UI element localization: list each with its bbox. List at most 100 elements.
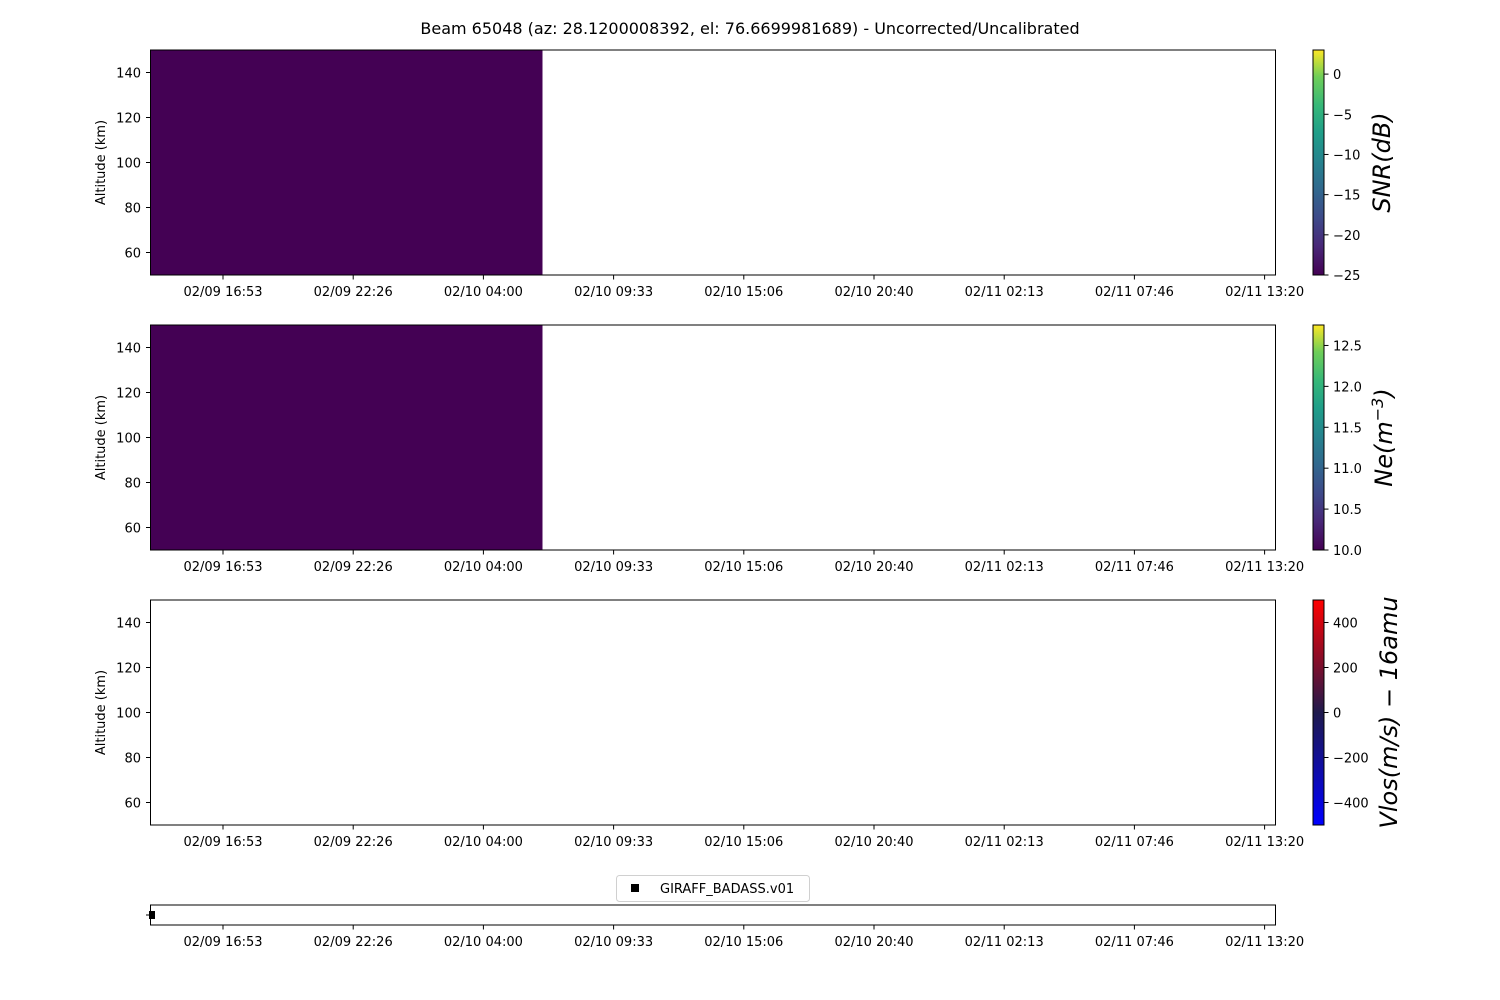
x-tick-label: 02/09 22:26 xyxy=(314,560,393,575)
panel-timeline: 02/09 16:53 02/09 22:26 02/10 04:00 02/10 0… xyxy=(146,875,1304,950)
colorbar-tick-label: 11.5 xyxy=(1333,421,1362,436)
snr-data-fill xyxy=(150,50,543,275)
x-tick-label: 02/10 15:06 xyxy=(704,935,783,950)
ne-colorbar-ticks: 12.5 12.0 11.5 11.0 10.5 10.0 xyxy=(1324,339,1362,559)
y-tick-label: 120 xyxy=(116,387,141,402)
x-tick-label: 02/11 13:20 xyxy=(1225,560,1304,575)
x-tick-label: 02/10 20:40 xyxy=(834,935,913,950)
x-tick-label: 02/09 16:53 xyxy=(183,835,262,850)
x-tick-label: 02/10 15:06 xyxy=(704,835,783,850)
x-tick-label: 02/10 09:33 xyxy=(574,935,653,950)
y-tick-label: 100 xyxy=(116,157,141,172)
x-tick-label: 02/10 09:33 xyxy=(574,835,653,850)
y-tick-label: 120 xyxy=(116,112,141,127)
y-tick-label: 140 xyxy=(116,617,141,632)
vlos-ylabel: Altitude (km) xyxy=(94,670,109,755)
panel-vlos: 60 80 100 120 140 02/09 16:53 02/09 22:26 02/1… xyxy=(94,596,1403,850)
x-tick-label: 02/11 02:13 xyxy=(965,835,1044,850)
x-tick-label: 02/11 02:13 xyxy=(965,935,1044,950)
x-tick-label: 02/10 04:00 xyxy=(444,285,523,300)
ne-xaxis: 02/09 16:53 02/09 22:26 02/10 04:00 02/10 0… xyxy=(183,550,1304,575)
y-tick-label: 80 xyxy=(124,477,141,492)
ne-ylabel: Altitude (km) xyxy=(94,395,109,480)
x-tick-label: 02/11 13:20 xyxy=(1225,285,1304,300)
colorbar-tick-label: 10.5 xyxy=(1333,503,1362,518)
snr-colorbar-ticks: 0 −5 −10 −15 −20 −25 xyxy=(1324,68,1360,284)
vlos-colorbar xyxy=(1312,599,1325,826)
vlos-yaxis: 60 80 100 120 140 xyxy=(116,617,151,812)
x-tick-label: 02/11 07:46 xyxy=(1095,835,1174,850)
snr-colorbar xyxy=(1312,49,1325,276)
vlos-colorbar-label: Vlos(m/s) − 16amu xyxy=(1375,596,1403,828)
x-tick-label: 02/10 20:40 xyxy=(834,835,913,850)
x-tick-label: 02/10 15:06 xyxy=(704,560,783,575)
colorbar-tick-label: −5 xyxy=(1333,108,1352,123)
colorbar-tick-label: −15 xyxy=(1333,189,1360,204)
colorbar-tick-label: 200 xyxy=(1333,662,1358,677)
x-tick-label: 02/10 15:06 xyxy=(704,285,783,300)
panel-snr: 60 80 100 120 140 02/09 16:53 02/09 22:26 02/1… xyxy=(94,49,1396,300)
colorbar-tick-label: −10 xyxy=(1333,148,1360,163)
y-tick-label: 80 xyxy=(124,752,141,767)
snr-colorbar-label: SNR(dB) xyxy=(1368,112,1396,212)
y-tick-label: 140 xyxy=(116,67,141,82)
colorbar-tick-label: −20 xyxy=(1333,229,1360,244)
y-tick-label: 80 xyxy=(124,202,141,217)
x-tick-label: 02/09 16:53 xyxy=(183,285,262,300)
vlos-xaxis: 02/09 16:53 02/09 22:26 02/10 04:00 02/10 0… xyxy=(183,825,1304,850)
colorbar-tick-label: 11.0 xyxy=(1333,462,1362,477)
y-tick-label: 100 xyxy=(116,432,141,447)
legend-label: GIRAFF_BADASS.v01 xyxy=(660,882,794,897)
y-tick-label: 120 xyxy=(116,662,141,677)
panel-ne: 60 80 100 120 140 02/09 16:53 02/09 22:26 02/1… xyxy=(94,324,1398,575)
ne-colorbar xyxy=(1312,324,1325,551)
x-tick-label: 02/11 13:20 xyxy=(1225,835,1304,850)
timeline-xaxis: 02/09 16:53 02/09 22:26 02/10 04:00 02/10 0… xyxy=(183,925,1304,950)
y-tick-label: 60 xyxy=(124,797,141,812)
x-tick-label: 02/09 16:53 xyxy=(183,935,262,950)
snr-xaxis: 02/09 16:53 02/09 22:26 02/10 04:00 02/10 0… xyxy=(183,275,1304,300)
colorbar-tick-label: 0 xyxy=(1333,707,1341,722)
x-tick-label: 02/10 04:00 xyxy=(444,560,523,575)
x-tick-label: 02/10 20:40 xyxy=(834,285,913,300)
x-tick-label: 02/11 02:13 xyxy=(965,285,1044,300)
x-tick-label: 02/11 13:20 xyxy=(1225,935,1304,950)
vlos-colorbar-ticks: 400 200 0 −200 −400 xyxy=(1324,617,1369,812)
x-tick-label: 02/10 04:00 xyxy=(444,835,523,850)
x-tick-label: 02/10 09:33 xyxy=(574,285,653,300)
y-tick-label: 100 xyxy=(116,707,141,722)
snr-ylabel: Altitude (km) xyxy=(94,120,109,205)
ne-colorbar-label: Ne(m−3) xyxy=(1368,388,1398,486)
timeline-point xyxy=(149,911,155,919)
x-tick-label: 02/11 02:13 xyxy=(965,560,1044,575)
timeline-plot-frame xyxy=(150,904,1276,926)
colorbar-tick-label: 400 xyxy=(1333,617,1358,632)
x-tick-label: 02/11 07:46 xyxy=(1095,560,1174,575)
x-tick-label: 02/09 22:26 xyxy=(314,835,393,850)
snr-yaxis: 60 80 100 120 140 xyxy=(116,67,151,262)
x-tick-label: 02/11 07:46 xyxy=(1095,935,1174,950)
colorbar-tick-label: 10.0 xyxy=(1333,544,1362,559)
colorbar-tick-label: 0 xyxy=(1333,68,1341,83)
legend: GIRAFF_BADASS.v01 xyxy=(616,875,810,902)
ne-yaxis: 60 80 100 120 140 xyxy=(116,342,151,537)
y-tick-label: 60 xyxy=(124,522,141,537)
figure-title: Beam 65048 (az: 28.1200008392, el: 76.66… xyxy=(420,19,1079,38)
x-tick-label: 02/10 04:00 xyxy=(444,935,523,950)
legend-marker xyxy=(631,884,639,892)
colorbar-tick-label: 12.0 xyxy=(1333,380,1362,395)
x-tick-label: 02/10 09:33 xyxy=(574,560,653,575)
y-tick-label: 60 xyxy=(124,247,141,262)
colorbar-tick-label: −25 xyxy=(1333,269,1360,284)
x-tick-label: 02/09 22:26 xyxy=(314,935,393,950)
vlos-plot-frame xyxy=(150,599,1276,826)
colorbar-tick-label: 12.5 xyxy=(1333,339,1362,354)
x-tick-label: 02/09 16:53 xyxy=(183,560,262,575)
colorbar-tick-label: −200 xyxy=(1333,752,1369,767)
x-tick-label: 02/10 20:40 xyxy=(834,560,913,575)
x-tick-label: 02/09 22:26 xyxy=(314,285,393,300)
ne-data-fill xyxy=(150,325,543,550)
y-tick-label: 140 xyxy=(116,342,141,357)
legend-box xyxy=(616,875,810,902)
